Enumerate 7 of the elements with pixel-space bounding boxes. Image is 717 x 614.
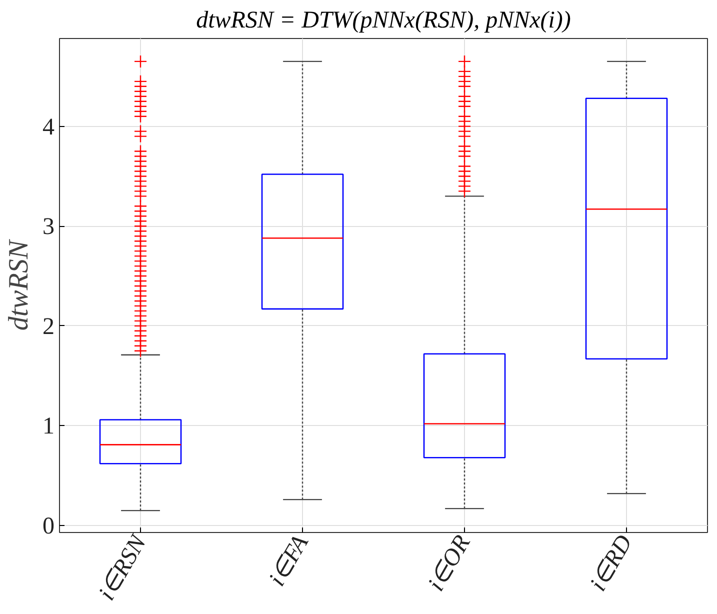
y-tick-label: 0 xyxy=(42,514,54,540)
y-tick-label: 2 xyxy=(42,314,54,340)
y-tick-label: 1 xyxy=(42,414,54,440)
y-tick-label: 4 xyxy=(42,114,54,140)
y-axis-title: dtwRSN xyxy=(4,239,34,331)
chart-title: dtwRSN = DTW(pNNx(RSN), pNNx(i)) xyxy=(196,8,571,34)
y-tick-label: 3 xyxy=(42,214,54,240)
